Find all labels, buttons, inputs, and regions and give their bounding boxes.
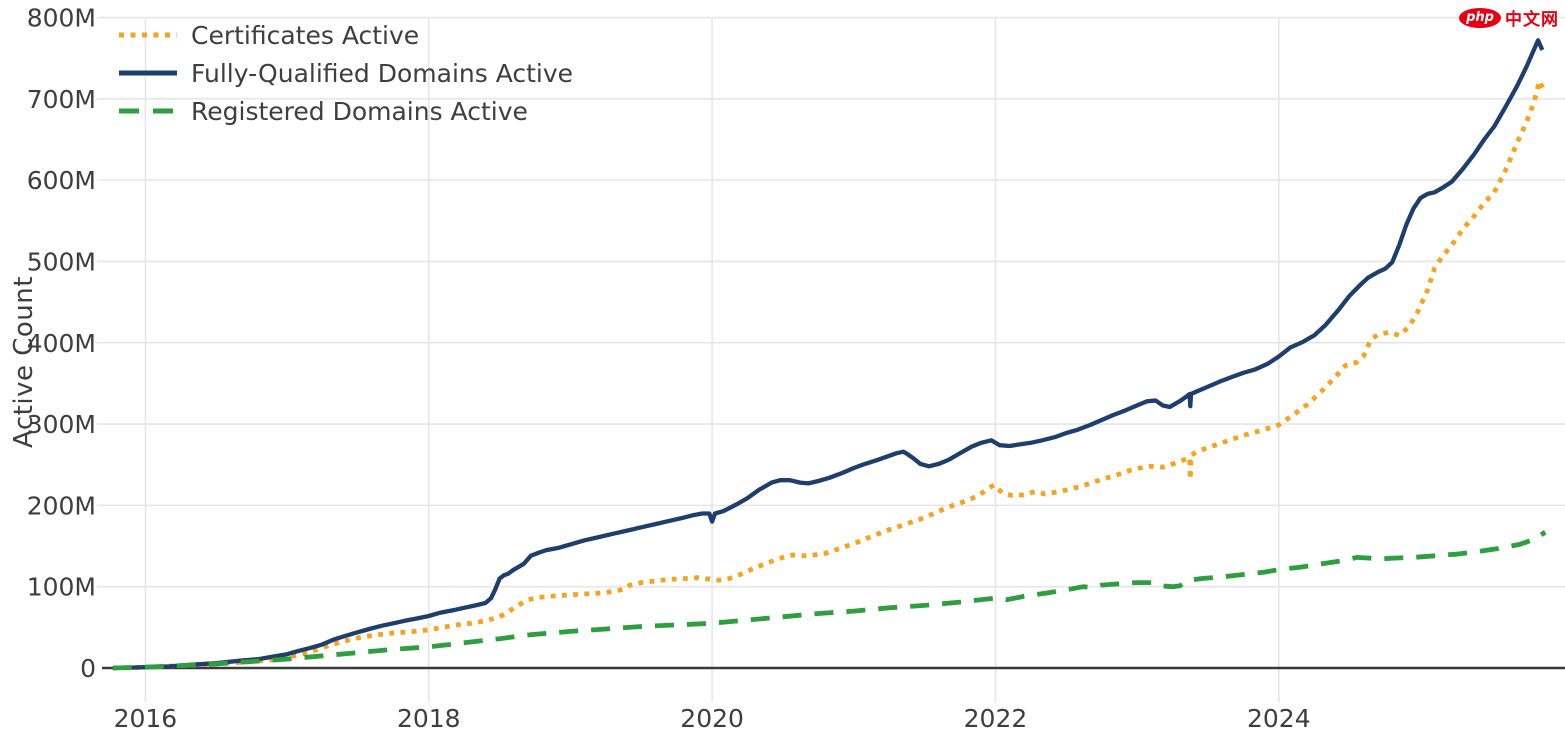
- legend-label-fqdn: Fully-Qualified Domains Active: [191, 58, 574, 88]
- y-tick-label: 0: [80, 654, 96, 683]
- y-tick-label: 500M: [27, 247, 96, 276]
- legend: Certificates Active Fully-Qualified Doma…: [118, 16, 573, 130]
- x-tick-label: 2020: [680, 704, 744, 733]
- php-logo-badge: php: [1459, 7, 1501, 28]
- x-tick-label: 2016: [114, 704, 178, 733]
- certificates-line-swatch-icon: [119, 32, 177, 38]
- gridlines: [97, 16, 1565, 702]
- series-line-2: [112, 530, 1547, 671]
- y-tick-label: 300M: [27, 410, 96, 439]
- y-axis-title: Active Count: [9, 276, 39, 448]
- fqdn-line-swatch-icon: [119, 70, 177, 76]
- legend-label-registered: Registered Domains Active: [191, 96, 528, 126]
- y-tick-label: 100M: [27, 573, 96, 602]
- legend-label-certificates: Certificates Active: [191, 20, 420, 50]
- series-line-0: [112, 78, 1546, 671]
- y-tick-label: 600M: [27, 166, 96, 195]
- axis-tick-labels: 2016 2018 2020 2022 2024 0 100M 200M 300M 400M 500…: [27, 4, 1311, 734]
- x-tick-label: 2022: [964, 704, 1028, 733]
- legend-item-certificates[interactable]: Certificates Active: [118, 16, 573, 54]
- y-tick-label: 800M: [27, 4, 96, 33]
- y-tick-label: 400M: [27, 329, 96, 358]
- legend-item-registered[interactable]: Registered Domains Active: [118, 92, 573, 130]
- series-line-1: [112, 38, 1545, 671]
- legend-item-fqdn[interactable]: Fully-Qualified Domains Active: [118, 54, 573, 92]
- php-cn-site-name: 中文网: [1505, 10, 1559, 30]
- y-tick-label: 200M: [27, 491, 96, 520]
- x-tick-label: 2018: [397, 704, 461, 733]
- x-tick-label: 2024: [1247, 704, 1311, 733]
- y-tick-label: 700M: [27, 85, 96, 114]
- registered-line-swatch-icon: [119, 108, 177, 114]
- php-cn-watermark[interactable]: php 中文网: [1459, 5, 1559, 30]
